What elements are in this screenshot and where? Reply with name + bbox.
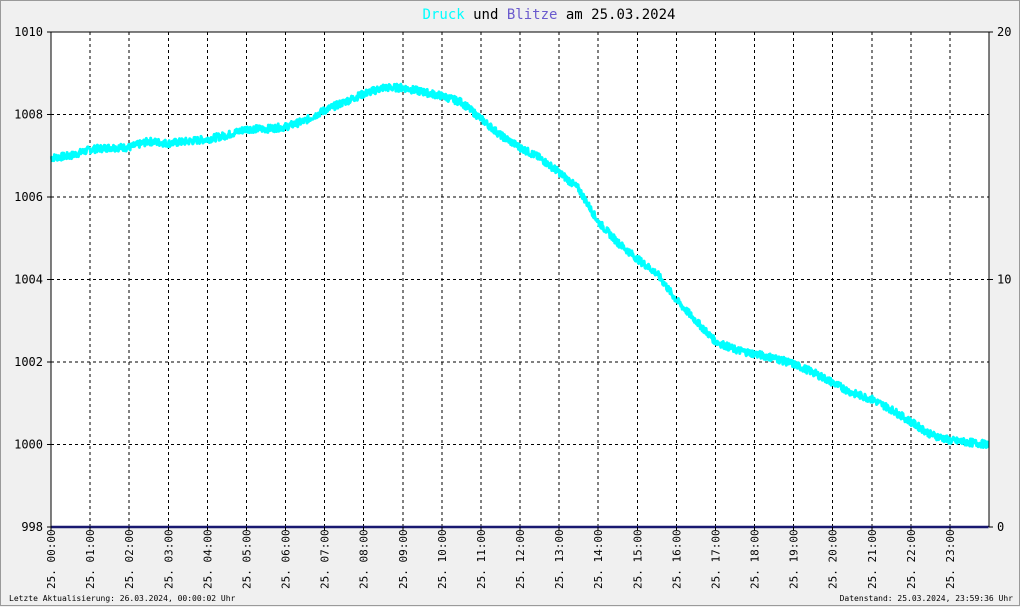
- axes: [47, 31, 993, 531]
- x-tick-label: 25. 12:00: [514, 529, 527, 589]
- x-tick-label: 25. 18:00: [749, 529, 762, 589]
- x-tick-label: 25. 04:00: [201, 529, 214, 589]
- x-tick-label: 25. 11:00: [475, 529, 488, 589]
- y-left-tick-label: 998: [21, 520, 43, 534]
- x-tick-label: 25. 23:00: [944, 529, 957, 589]
- y-left-tick-label: 1004: [14, 273, 43, 287]
- grid-lines: [51, 32, 989, 527]
- data-status-text: Datenstand: 25.03.2024, 23:59:36 Uhr: [839, 594, 1013, 603]
- y-left-tick-label: 1010: [14, 25, 43, 39]
- y-left-tick-label: 1000: [14, 438, 43, 452]
- x-tick-label: 25. 22:00: [905, 529, 918, 589]
- y-left-tick-label: 1008: [14, 108, 43, 122]
- x-tick-label: 25. 01:00: [84, 529, 97, 589]
- x-tick-label: 25. 20:00: [827, 529, 840, 589]
- tick-labels: 1010 1008 1006 1004 1002 1000 998 20 10 0 25. 00:0…: [14, 25, 1011, 589]
- x-tick-label: 25. 02:00: [123, 529, 136, 589]
- title-connector: und: [465, 7, 507, 23]
- y-left-tick-label: 1006: [14, 190, 43, 204]
- x-tick-label: 25. 13:00: [553, 529, 566, 589]
- y-left-tick-label: 1002: [14, 355, 43, 369]
- x-tick-label: 25. 10:00: [436, 529, 449, 589]
- x-tick-label: 25. 07:00: [319, 529, 332, 589]
- title-lightning-word: Blitze: [507, 7, 558, 23]
- series-line-pressure: [49, 82, 990, 449]
- chart-title: Druck und Blitze am 25.03.2024: [423, 7, 676, 23]
- x-tick-label: 25. 05:00: [240, 529, 253, 589]
- y-right-tick-label: 0: [997, 520, 1004, 534]
- x-tick-label: 25. 08:00: [358, 529, 371, 589]
- x-tick-label: 25. 21:00: [866, 529, 879, 589]
- x-tick-label: 25. 09:00: [397, 529, 410, 589]
- x-tick-label: 25. 00:00: [45, 529, 58, 589]
- y-right-tick-label: 20: [997, 25, 1011, 39]
- x-tick-label: 25. 06:00: [280, 529, 293, 589]
- x-tick-label: 25. 17:00: [709, 529, 722, 589]
- last-update-text: Letzte Aktualisierung: 26.03.2024, 00:00…: [9, 594, 236, 603]
- x-tick-label: 25. 03:00: [162, 529, 175, 589]
- x-tick-label: 25. 19:00: [788, 529, 801, 589]
- title-date: am 25.03.2024: [557, 7, 675, 23]
- y-right-tick-label: 10: [997, 273, 1011, 287]
- x-tick-label: 25. 15:00: [631, 529, 644, 589]
- x-tick-label: 25. 16:00: [670, 529, 683, 589]
- title-pressure-word: Druck: [423, 7, 466, 23]
- x-tick-label: 25. 14:00: [592, 529, 605, 589]
